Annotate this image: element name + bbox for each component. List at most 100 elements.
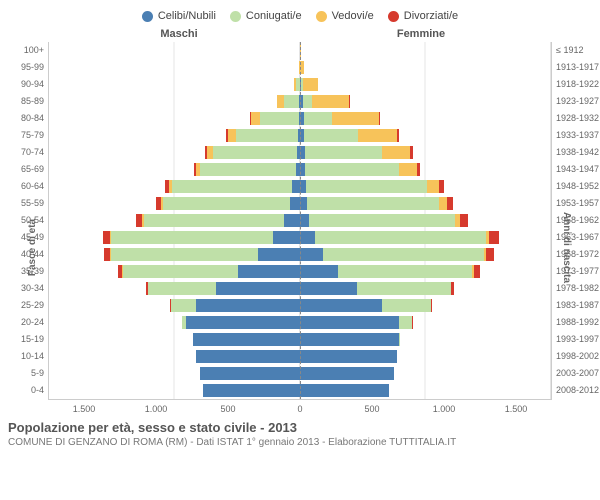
seg-male-widowed — [251, 112, 260, 125]
seg-female-single — [300, 350, 397, 363]
age-label: 25-29 — [8, 297, 48, 314]
seg-male-married — [260, 112, 298, 125]
female-half — [300, 280, 551, 297]
seg-female-divorced — [417, 163, 420, 176]
seg-female-married — [307, 197, 439, 210]
female-half — [300, 59, 551, 76]
age-label: 10-14 — [8, 348, 48, 365]
seg-female-single — [300, 197, 307, 210]
seg-male-married — [171, 299, 196, 312]
seg-female-single — [300, 231, 315, 244]
seg-female-divorced — [451, 282, 454, 295]
age-label: 30-34 — [8, 280, 48, 297]
seg-male-married — [213, 146, 297, 159]
xtick: 500 — [336, 404, 408, 414]
legend: Celibi/NubiliConiugati/eVedovi/eDivorzia… — [8, 10, 592, 22]
legend-swatch — [230, 11, 241, 22]
female-half — [300, 93, 551, 110]
seg-male-single — [186, 316, 300, 329]
seg-female-widowed — [399, 163, 417, 176]
seg-female-married — [305, 163, 399, 176]
age-label: 15-19 — [8, 331, 48, 348]
seg-female-married — [303, 95, 312, 108]
seg-female-married — [323, 248, 484, 261]
male-half — [49, 178, 300, 195]
seg-female-single — [300, 214, 309, 227]
birth-label: 2008-2012 — [552, 382, 592, 399]
age-label: 20-24 — [8, 314, 48, 331]
gender-headers: Maschi Femmine — [58, 28, 542, 40]
birth-label: 1983-1987 — [552, 297, 592, 314]
seg-female-widowed — [303, 78, 319, 91]
seg-female-divorced — [349, 95, 350, 108]
birth-label: 1933-1937 — [552, 127, 592, 144]
seg-male-married — [172, 180, 292, 193]
seg-female-divorced — [460, 214, 468, 227]
female-half — [300, 161, 551, 178]
female-half — [300, 144, 551, 161]
female-half — [300, 212, 551, 229]
male-half — [49, 59, 300, 76]
seg-male-single — [273, 231, 300, 244]
birth-label: 1953-1957 — [552, 195, 592, 212]
male-half — [49, 195, 300, 212]
seg-female-divorced — [474, 265, 480, 278]
seg-female-divorced — [431, 299, 432, 312]
male-half — [49, 144, 300, 161]
age-label: 60-64 — [8, 178, 48, 195]
female-half — [300, 42, 551, 59]
header-female: Femmine — [300, 28, 542, 40]
xtick: 500 — [192, 404, 264, 414]
age-label: 85-89 — [8, 93, 48, 110]
male-half — [49, 229, 300, 246]
seg-female-widowed — [312, 95, 349, 108]
seg-female-widowed — [332, 112, 379, 125]
seg-female-divorced — [379, 112, 380, 125]
xtick: 1.500 — [480, 404, 552, 414]
seg-male-widowed — [228, 129, 236, 142]
age-label: 5-9 — [8, 365, 48, 382]
plot-area: Fasce di età 100+95-9990-9485-8980-8475-… — [8, 42, 592, 400]
legend-item: Celibi/Nubili — [142, 10, 216, 22]
seg-female-married — [304, 112, 332, 125]
male-half — [49, 297, 300, 314]
age-label: 70-74 — [8, 144, 48, 161]
seg-male-single — [196, 350, 300, 363]
seg-female-single — [300, 316, 399, 329]
age-label: 95-99 — [8, 59, 48, 76]
birth-label: 1928-1932 — [552, 110, 592, 127]
seg-male-single — [193, 333, 300, 346]
seg-female-single — [300, 282, 357, 295]
seg-female-married — [305, 146, 382, 159]
male-half — [49, 212, 300, 229]
legend-swatch — [388, 11, 399, 22]
legend-swatch — [142, 11, 153, 22]
seg-female-divorced — [489, 231, 498, 244]
male-half — [49, 42, 300, 59]
legend-item: Vedovi/e — [316, 10, 374, 22]
male-half — [49, 161, 300, 178]
male-half — [49, 348, 300, 365]
age-label: 80-84 — [8, 110, 48, 127]
female-half — [300, 127, 551, 144]
female-half — [300, 110, 551, 127]
seg-female-married — [357, 282, 451, 295]
chart-title: Popolazione per età, sesso e stato civil… — [8, 420, 592, 435]
seg-female-single — [300, 384, 389, 397]
birth-label: 1993-1997 — [552, 331, 592, 348]
seg-male-single — [238, 265, 300, 278]
male-half — [49, 280, 300, 297]
seg-male-married — [200, 163, 295, 176]
legend-label: Coniugati/e — [246, 10, 302, 22]
age-label: 0-4 — [8, 382, 48, 399]
female-half — [300, 297, 551, 314]
female-half — [300, 348, 551, 365]
seg-male-single — [200, 367, 300, 380]
seg-female-married — [306, 180, 426, 193]
seg-male-single — [216, 282, 300, 295]
yaxis-label-left: Fasce di età — [27, 219, 38, 276]
seg-female-widowed — [427, 180, 440, 193]
male-half — [49, 127, 300, 144]
birth-label: 1988-1992 — [552, 314, 592, 331]
female-half — [300, 314, 551, 331]
